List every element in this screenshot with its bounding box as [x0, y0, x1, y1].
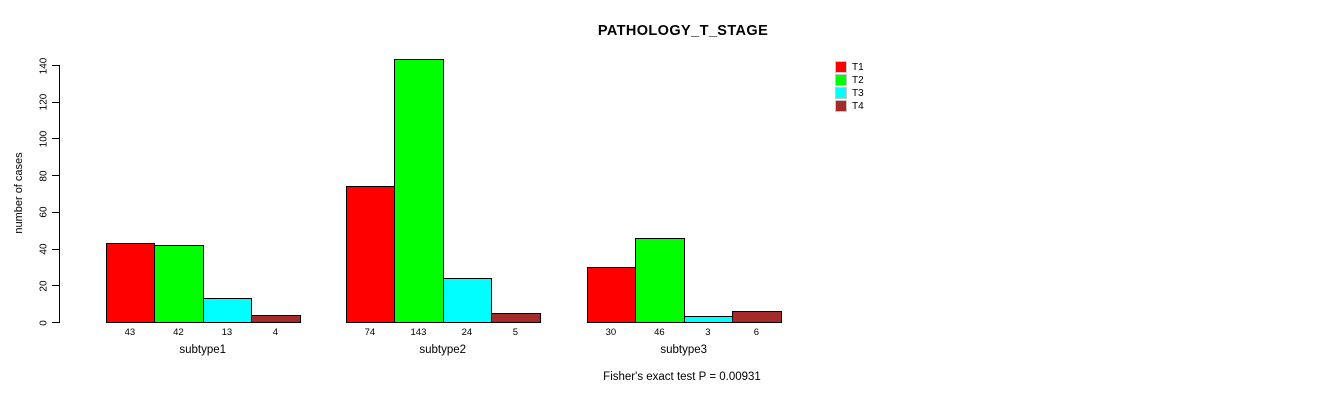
bar-subtype1-T2	[154, 244, 204, 323]
bar-subtype2-T1	[345, 186, 396, 323]
bar-value-label: 3	[705, 327, 711, 338]
bar-value-label: 4	[272, 327, 279, 338]
legend-swatch-icon	[835, 87, 847, 99]
y-tick-label: 140	[38, 57, 50, 74]
legend-swatch-icon	[835, 74, 847, 86]
bar-subtype1-T4	[251, 314, 301, 323]
legend-swatch-icon	[835, 61, 847, 73]
y-tick-label: 20	[38, 280, 50, 292]
y-tick-label: 0	[38, 319, 50, 326]
legend-swatch-icon	[835, 100, 847, 112]
annotation-text: Fisher's exact test P = 0.00931	[603, 371, 761, 383]
bar-subtype3-T1	[586, 266, 637, 323]
legend: T1 T2 T3 T4	[835, 61, 864, 112]
bar-subtype2-T2	[394, 59, 444, 323]
bar-subtype3-T3	[683, 316, 734, 323]
y-tick-label: 40	[38, 243, 50, 255]
legend-item-T1: T1	[835, 61, 864, 73]
y-tick	[51, 322, 59, 323]
bar-value-label: 13	[221, 327, 233, 338]
legend-label: T4	[852, 100, 864, 112]
y-tick	[51, 248, 59, 250]
bar-value-label: 24	[461, 327, 473, 338]
bar-subtype3-T2	[635, 237, 685, 323]
y-tick-label: 80	[38, 170, 50, 182]
bar-value-label: 42	[173, 327, 184, 338]
y-tick	[51, 285, 59, 287]
y-tick	[51, 211, 59, 213]
category-label-subtype1: subtype1	[179, 344, 227, 356]
y-tick	[51, 175, 59, 177]
y-tick-label: 100	[38, 130, 50, 148]
legend-label: T3	[852, 87, 864, 99]
bar-subtype1-T3	[202, 298, 253, 323]
legend-item-T3: T3	[835, 87, 864, 99]
legend-label: T1	[852, 61, 864, 73]
category-label-subtype2: subtype2	[419, 344, 467, 356]
bar-subtype2-T3	[442, 277, 493, 323]
legend-label: T2	[852, 74, 864, 86]
y-tick	[51, 101, 59, 103]
y-tick-label: 60	[38, 206, 50, 218]
y-tick	[51, 65, 59, 66]
bar-value-label: 46	[654, 327, 665, 338]
y-axis-label: number of cases	[13, 152, 25, 234]
bar-subtype3-T4	[732, 310, 782, 323]
y-tick-label: 120	[38, 93, 50, 111]
legend-item-T4: T4	[835, 100, 864, 112]
legend-item-T2: T2	[835, 74, 864, 86]
chart-title: PATHOLOGY_T_STAGE	[597, 23, 769, 39]
y-axis-line	[58, 65, 60, 323]
bar-subtype2-T4	[491, 312, 541, 323]
bar-value-label: 30	[605, 327, 617, 338]
bar-value-label: 5	[512, 327, 519, 338]
bar-subtype1-T1	[105, 243, 156, 323]
category-label-subtype3: subtype3	[660, 344, 708, 356]
y-tick	[51, 138, 59, 140]
bar-value-label: 43	[124, 327, 136, 338]
bar-value-label: 143	[410, 327, 427, 338]
bar-value-label: 74	[364, 327, 376, 338]
bar-value-label: 6	[753, 327, 760, 338]
